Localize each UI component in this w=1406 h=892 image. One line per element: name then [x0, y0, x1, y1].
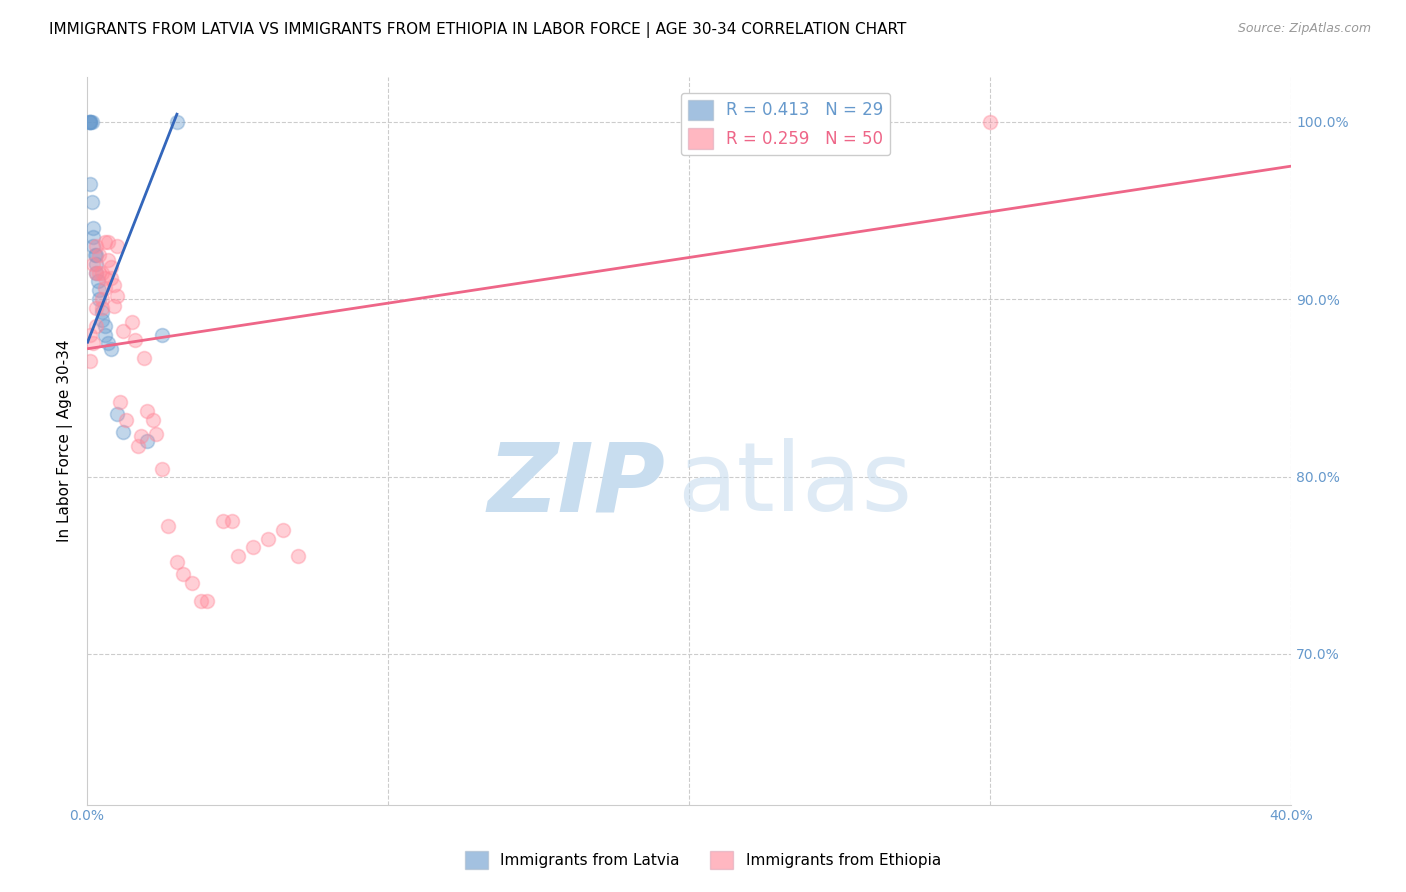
Point — [103, 299, 125, 313]
Point — [242, 541, 264, 555]
Point — [678, 115, 700, 129]
Point — [87, 283, 110, 297]
Point — [127, 439, 149, 453]
Point — [79, 327, 101, 342]
Point — [91, 313, 114, 327]
Point — [94, 281, 117, 295]
Point — [100, 260, 122, 275]
Point — [82, 221, 104, 235]
Point — [136, 434, 159, 448]
Point — [97, 235, 120, 250]
Text: Source: ZipAtlas.com: Source: ZipAtlas.com — [1237, 22, 1371, 36]
Point — [105, 408, 128, 422]
Point — [129, 428, 152, 442]
Point — [121, 315, 143, 329]
Point — [77, 115, 100, 129]
Point — [226, 549, 249, 564]
Point — [91, 266, 114, 280]
Point — [91, 292, 114, 306]
Point — [84, 266, 107, 280]
Point — [82, 239, 104, 253]
Text: IMMIGRANTS FROM LATVIA VS IMMIGRANTS FROM ETHIOPIA IN LABOR FORCE | AGE 30-34 CO: IMMIGRANTS FROM LATVIA VS IMMIGRANTS FRO… — [49, 22, 907, 38]
Point — [97, 253, 120, 268]
Point — [91, 304, 114, 318]
Point — [157, 519, 180, 533]
Point — [80, 194, 103, 209]
Legend: Immigrants from Latvia, Immigrants from Ethiopia: Immigrants from Latvia, Immigrants from … — [460, 845, 946, 875]
Point — [134, 351, 156, 365]
Point — [108, 395, 131, 409]
Point — [172, 567, 194, 582]
Point — [150, 327, 173, 342]
Point — [105, 239, 128, 253]
Point — [166, 115, 188, 129]
Point — [82, 336, 104, 351]
Point — [211, 514, 233, 528]
Point — [79, 115, 101, 129]
Point — [112, 425, 135, 439]
Point — [124, 333, 146, 347]
Point — [166, 555, 188, 569]
Point — [79, 115, 101, 129]
Point — [97, 336, 120, 351]
Point — [136, 404, 159, 418]
Point — [100, 342, 122, 356]
Point — [979, 115, 1001, 129]
Point — [94, 318, 117, 333]
Point — [86, 274, 108, 288]
Point — [87, 248, 110, 262]
Point — [112, 324, 135, 338]
Point — [287, 549, 309, 564]
Point — [84, 239, 107, 253]
Point — [79, 354, 101, 368]
Point — [94, 327, 117, 342]
Point — [145, 426, 167, 441]
Point — [94, 270, 117, 285]
Point — [105, 288, 128, 302]
Point — [84, 257, 107, 271]
Point — [256, 532, 278, 546]
Point — [150, 462, 173, 476]
Point — [94, 235, 117, 250]
Point — [221, 514, 243, 528]
Point — [84, 248, 107, 262]
Point — [142, 413, 165, 427]
Legend: R = 0.413   N = 29, R = 0.259   N = 50: R = 0.413 N = 29, R = 0.259 N = 50 — [681, 93, 890, 155]
Point — [271, 523, 294, 537]
Point — [84, 266, 107, 280]
Point — [80, 115, 103, 129]
Point — [83, 248, 105, 262]
Point — [100, 270, 122, 285]
Point — [181, 575, 204, 590]
Point — [82, 257, 104, 271]
Text: ZIP: ZIP — [488, 438, 665, 531]
Point — [103, 277, 125, 292]
Point — [87, 292, 110, 306]
Point — [115, 413, 138, 427]
Point — [197, 593, 219, 607]
Y-axis label: In Labor Force | Age 30-34: In Labor Force | Age 30-34 — [58, 340, 73, 542]
Point — [84, 318, 107, 333]
Text: atlas: atlas — [678, 438, 912, 531]
Point — [190, 593, 212, 607]
Point — [84, 301, 107, 315]
Point — [79, 177, 101, 191]
Point — [91, 301, 114, 315]
Point — [87, 266, 110, 280]
Point — [79, 115, 101, 129]
Point — [82, 230, 104, 244]
